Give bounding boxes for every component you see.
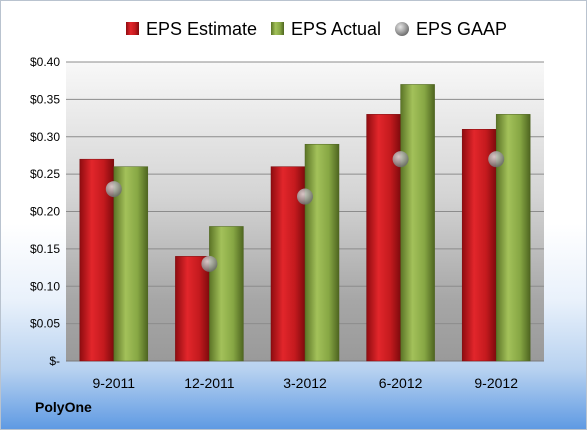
x-tick-label: 6-2012 bbox=[379, 375, 423, 391]
y-tick-label: $0.10 bbox=[30, 279, 60, 293]
x-axis-ticks: 9-2011 12-2011 3-2012 6-2012 9-2012 bbox=[93, 375, 519, 391]
x-tick-label: 9-2012 bbox=[474, 375, 518, 391]
y-tick-label: $0.35 bbox=[30, 92, 60, 106]
legend-swatch-eps-actual bbox=[271, 22, 284, 35]
x-tick-label: 12-2011 bbox=[184, 375, 235, 391]
marker-eps-gaap bbox=[201, 255, 218, 272]
y-tick-label: $- bbox=[49, 354, 60, 368]
legend-swatch-eps-gaap bbox=[395, 22, 409, 36]
y-tick-label: $0.25 bbox=[30, 167, 60, 181]
x-tick-label: 9-2011 bbox=[93, 375, 136, 391]
y-tick-label: $0.30 bbox=[30, 130, 60, 144]
y-tick-label: $0.05 bbox=[30, 317, 60, 331]
bar-eps-actual bbox=[209, 226, 244, 362]
bar-eps-actual bbox=[400, 84, 435, 362]
y-tick-label: $0.20 bbox=[30, 205, 60, 219]
chart-legend: EPS Estimate EPS Actual EPS GAAP bbox=[126, 19, 507, 39]
bar-eps-actual bbox=[304, 143, 340, 362]
marker-eps-gaap bbox=[105, 181, 122, 198]
bar-eps-estimate bbox=[366, 114, 401, 362]
company-name: PolyOne bbox=[35, 399, 92, 415]
y-axis-ticks: $- $0.05 $0.10 $0.15 $0.20 $0.25 $0.30 $0.35 $0.… bbox=[30, 55, 60, 368]
legend-swatch-eps-estimate bbox=[126, 22, 139, 35]
legend-label-eps-estimate: EPS Estimate bbox=[146, 19, 257, 39]
marker-eps-gaap bbox=[488, 151, 505, 168]
marker-eps-gaap bbox=[392, 151, 409, 168]
bar-eps-estimate bbox=[175, 256, 210, 362]
gaap-markers bbox=[105, 151, 505, 272]
legend-label-eps-gaap: EPS GAAP bbox=[416, 19, 507, 39]
legend-label-eps-actual: EPS Actual bbox=[291, 19, 381, 39]
marker-eps-gaap bbox=[297, 188, 313, 205]
bar-eps-actual bbox=[113, 166, 149, 362]
y-tick-label: $0.40 bbox=[30, 55, 60, 69]
x-tick-label: 3-2012 bbox=[283, 375, 327, 391]
bars bbox=[79, 84, 531, 362]
bar-eps-estimate bbox=[461, 129, 497, 362]
bar-eps-actual bbox=[495, 114, 531, 362]
y-tick-label: $0.15 bbox=[30, 242, 60, 256]
